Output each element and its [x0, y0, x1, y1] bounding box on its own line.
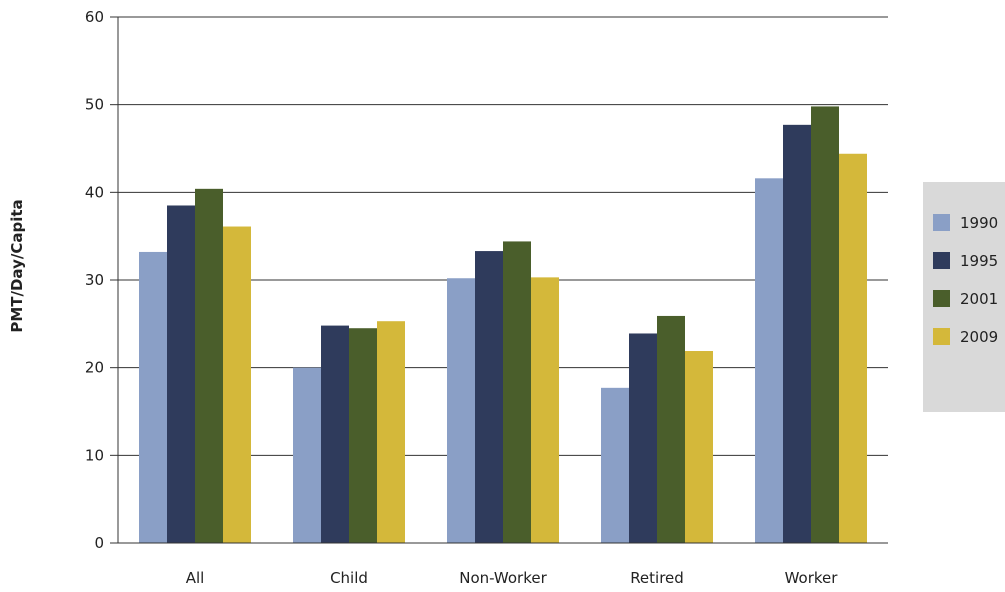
bar-worker-1995 [783, 124, 811, 543]
x-category-label: Non-Worker [459, 569, 547, 587]
legend: 1990 1995 2001 2009 [923, 182, 1005, 412]
y-tick-label: 20 [85, 359, 104, 377]
bar-retired-2009 [685, 351, 713, 543]
bar-worker-2009 [839, 153, 867, 543]
bar-non-worker-1995 [475, 251, 503, 543]
bar-all-1995 [167, 205, 195, 543]
y-tick-label: 50 [85, 96, 104, 114]
bar-all-2001 [195, 188, 223, 543]
bar-worker-2001 [811, 106, 839, 544]
bar-child-1995 [321, 325, 349, 543]
x-category-label: Retired [630, 569, 684, 587]
y-axis-label: PMT/Day/Capita [8, 199, 26, 332]
legend-swatch-2009 [933, 328, 950, 345]
bars [139, 106, 867, 544]
legend-label-1990: 1990 [960, 214, 998, 232]
legend-swatch-2001 [933, 290, 950, 307]
bar-child-1990 [293, 367, 321, 543]
y-tick-label: 0 [94, 534, 104, 552]
x-category-label: Worker [785, 569, 839, 587]
legend-swatch-1995 [933, 252, 950, 269]
legend-label-1995: 1995 [960, 252, 998, 270]
bar-child-2009 [377, 321, 405, 543]
bar-non-worker-2001 [503, 241, 531, 543]
bar-all-2009 [223, 226, 251, 544]
bar-retired-2001 [657, 315, 685, 543]
y-tick-label: 30 [85, 271, 104, 289]
bar-retired-1990 [601, 387, 629, 543]
bar-non-worker-2009 [531, 277, 559, 543]
bar-retired-1995 [629, 333, 657, 543]
y-tick-label: 10 [85, 446, 104, 464]
bar-non-worker-1990 [447, 278, 475, 543]
y-tick-label: 60 [85, 8, 104, 26]
bar-worker-1990 [755, 178, 783, 543]
x-category-label: All [186, 569, 205, 587]
legend-swatch-1990 [933, 214, 950, 231]
legend-label-2009: 2009 [960, 328, 998, 346]
y-tick-label: 40 [85, 183, 104, 201]
axes: 0 10 20 30 40 50 60 All Child Non-Worker Retired Wo… [85, 8, 888, 587]
legend-label-2001: 2001 [960, 290, 998, 308]
x-category-label: Child [330, 569, 368, 587]
bar-child-2001 [349, 328, 377, 543]
bar-all-1990 [139, 251, 167, 544]
